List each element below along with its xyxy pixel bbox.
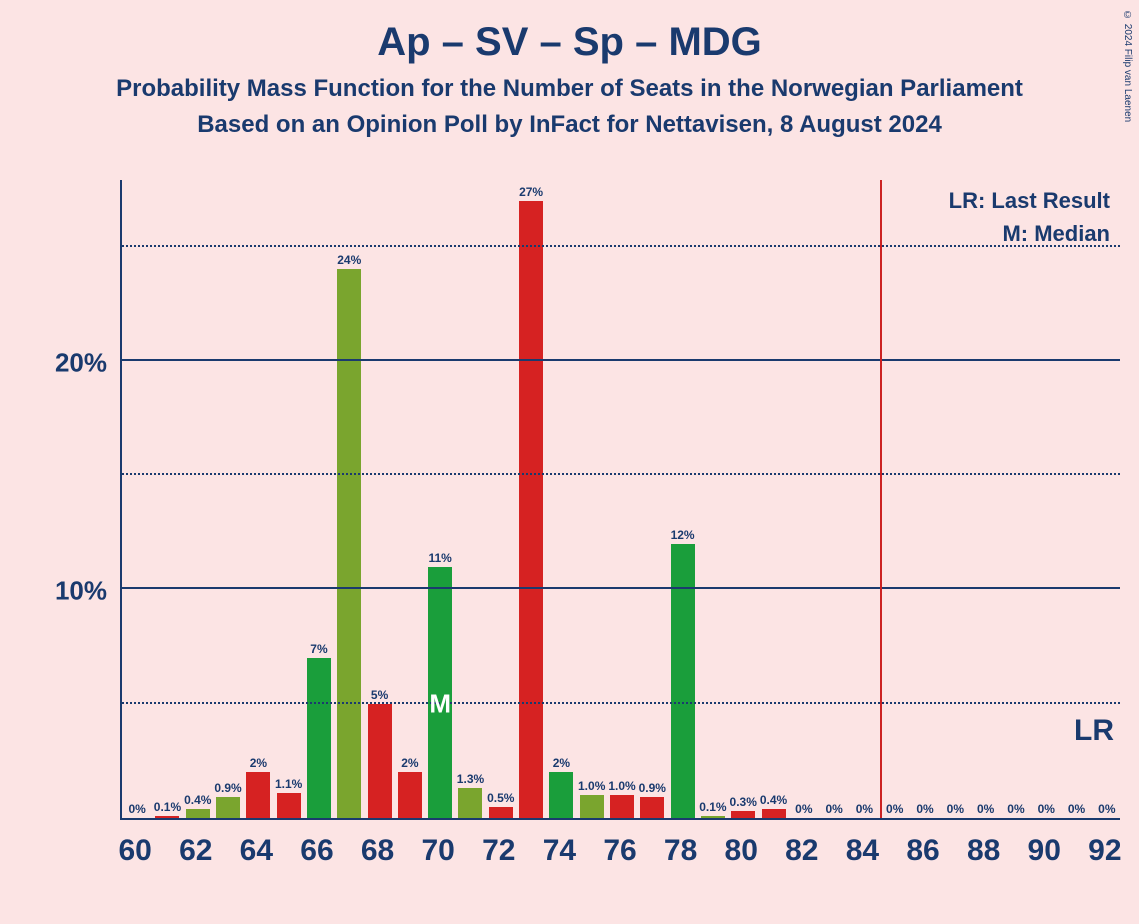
x-axis-label: 88	[967, 834, 1000, 868]
bar: 1.0%	[580, 795, 604, 818]
x-axis-label: 66	[300, 834, 333, 868]
gridline	[122, 473, 1120, 475]
x-axis-label: 86	[906, 834, 939, 868]
bar-value-label: 12%	[671, 528, 695, 542]
bar-value-label: 0%	[1068, 802, 1085, 816]
bar: 0.9%	[640, 797, 664, 818]
x-axis-label: 62	[179, 834, 212, 868]
bar: 12%	[671, 544, 695, 818]
x-axis-label: 78	[664, 834, 697, 868]
bar-value-label: 24%	[337, 253, 361, 267]
bar-value-label: 0%	[1038, 802, 1055, 816]
bar-value-label: 0%	[1007, 802, 1024, 816]
x-axis-label: 76	[603, 834, 636, 868]
bar-value-label: 2%	[250, 756, 267, 770]
gridline	[122, 359, 1120, 361]
bar-value-label: 0%	[856, 802, 873, 816]
chart-title: Ap – SV – Sp – MDG	[0, 0, 1139, 65]
bar-value-label: 0%	[825, 802, 842, 816]
bar: 0.9%	[216, 797, 240, 818]
bar-value-label: 0%	[916, 802, 933, 816]
x-axis-label: 92	[1088, 834, 1121, 868]
bar: 27%	[519, 201, 543, 818]
x-axis-label: 74	[543, 834, 576, 868]
bar-value-label: 0.4%	[760, 793, 787, 807]
bar: 5%	[368, 704, 392, 818]
bar: 1.0%	[610, 795, 634, 818]
x-axis-label: 84	[846, 834, 879, 868]
bar-value-label: 2%	[401, 756, 418, 770]
lr-axis-label: LR	[1074, 714, 1114, 748]
x-axis-label: 70	[421, 834, 454, 868]
bar-value-label: 0%	[795, 802, 812, 816]
x-axis-label: 82	[785, 834, 818, 868]
bar-value-label: 0%	[886, 802, 903, 816]
bar: 2%	[246, 772, 270, 818]
gridline	[122, 587, 1120, 589]
bar: 0.3%	[731, 811, 755, 818]
bars-container: 0%0.1%0.4%0.9%2%1.1%7%24%5%2%11%1.3%0.5%…	[122, 180, 1120, 818]
bar: 2%	[549, 772, 573, 818]
bar-value-label: 27%	[519, 185, 543, 199]
bar-value-label: 11%	[428, 551, 451, 565]
y-axis-label: 20%	[55, 347, 107, 378]
bar-value-label: 1.0%	[608, 779, 635, 793]
y-axis: 10%20%	[60, 180, 115, 820]
y-axis-label: 10%	[55, 576, 107, 607]
bar-value-label: 1.3%	[457, 772, 484, 786]
bar: 0.4%	[186, 809, 210, 818]
bar-value-label: 2%	[553, 756, 570, 770]
bar-value-label: 0.1%	[154, 800, 181, 814]
bar-value-label: 0%	[977, 802, 994, 816]
x-axis-label: 64	[240, 834, 273, 868]
bar-value-label: 0.9%	[639, 781, 666, 795]
chart-subtitle-1: Probability Mass Function for the Number…	[0, 75, 1139, 103]
x-axis-label: 80	[725, 834, 758, 868]
lr-line	[880, 180, 882, 818]
bar-value-label: 7%	[310, 642, 327, 656]
bar: 0.1%	[155, 816, 179, 818]
bar-value-label: 0.3%	[730, 795, 757, 809]
bar-value-label: 1.1%	[275, 777, 302, 791]
gridline	[122, 702, 1120, 704]
x-axis-label: 60	[118, 834, 151, 868]
bar-value-label: 5%	[371, 688, 388, 702]
bar: 1.1%	[277, 793, 301, 818]
x-axis-label: 68	[361, 834, 394, 868]
bar-value-label: 0.1%	[699, 800, 726, 814]
chart-area: 10%20% LR: Last Result M: Median 0%0.1%0…	[60, 180, 1120, 880]
chart-subtitle-2: Based on an Opinion Poll by InFact for N…	[0, 111, 1139, 139]
bar: 7%	[307, 658, 331, 818]
bar: 1.3%	[458, 788, 482, 818]
bar-value-label: 0.5%	[487, 791, 514, 805]
plot-area: LR: Last Result M: Median 0%0.1%0.4%0.9%…	[120, 180, 1120, 820]
x-axis: 60 62 64 66 68 70 72 74 76 78 80 82 84 86 88 90 92	[120, 828, 1120, 878]
median-marker: M	[429, 688, 451, 719]
bar-value-label: 1.0%	[578, 779, 605, 793]
bar: 0.5%	[489, 807, 513, 818]
bar: 24%	[337, 269, 361, 818]
bar: 2%	[398, 772, 422, 818]
bar: 0.4%	[762, 809, 786, 818]
bar-value-label: 0%	[128, 802, 145, 816]
bar-value-label: 0.4%	[184, 793, 211, 807]
gridline	[122, 245, 1120, 247]
bar-value-label: 0%	[947, 802, 964, 816]
bar-value-label: 0%	[1098, 802, 1115, 816]
bar: 0.1%	[701, 816, 725, 818]
x-axis-label: 90	[1028, 834, 1061, 868]
bar-value-label: 0.9%	[214, 781, 241, 795]
copyright-text: © 2024 Filip van Laenen	[1122, 10, 1133, 122]
x-axis-label: 72	[482, 834, 515, 868]
